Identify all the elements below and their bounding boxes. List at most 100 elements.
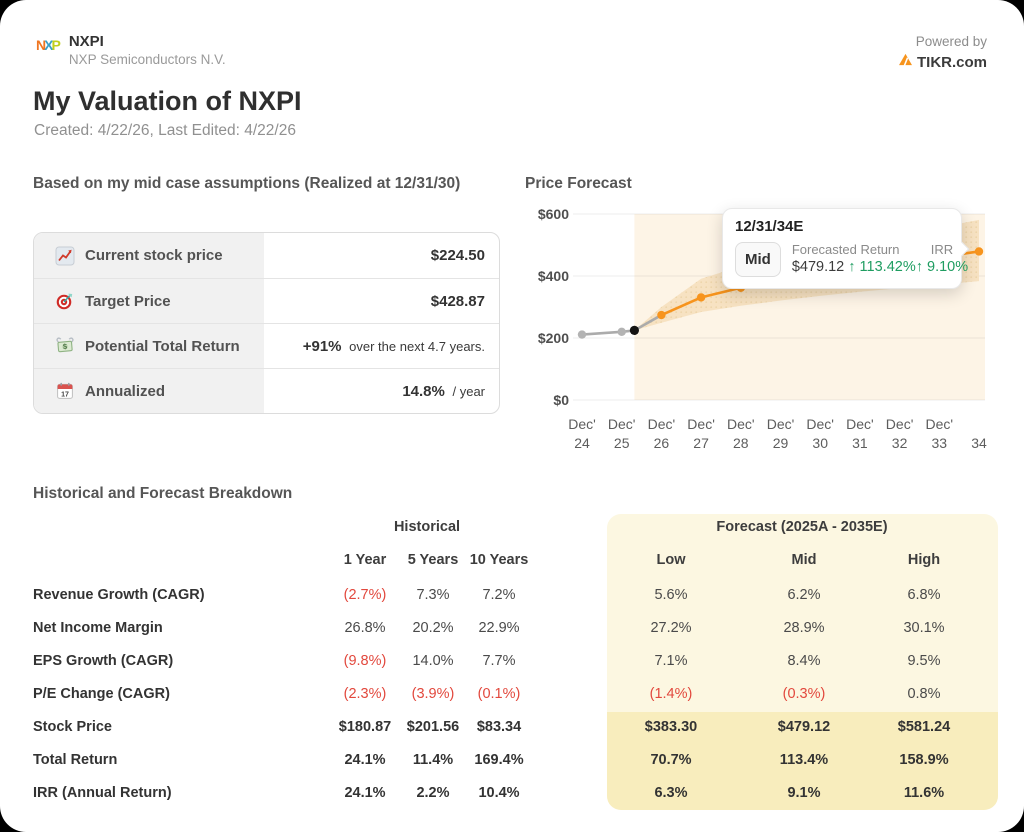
forecast-value: 0.8% [907, 686, 941, 702]
summary-row-label: Potential Total Return [85, 337, 240, 355]
forecast-value: $479.12 [777, 719, 831, 735]
forecast-value: 6.8% [907, 587, 941, 603]
summary-row: 17 Annualized 14.8% / year [34, 368, 499, 413]
summary-row-value: +91% [302, 337, 342, 355]
forecast-col-header: High [907, 552, 941, 568]
historical-value: 20.2% [412, 620, 454, 636]
svg-text:Dec': Dec' [568, 416, 596, 432]
forecast-col-header: Low [656, 552, 686, 568]
historical-value: 2.2% [416, 785, 450, 801]
ticker-symbol: NXPI [68, 33, 104, 50]
historical-value: $83.34 [476, 719, 522, 735]
historical-col-header: 5 Years [407, 552, 459, 568]
historical-value: 24.1% [344, 752, 386, 768]
historical-value: 26.8% [344, 620, 386, 636]
forecast-value: 113.4% [779, 752, 829, 768]
summary-row-label: Target Price [85, 292, 171, 310]
historical-value: 169.4% [474, 752, 524, 768]
historical-value: 7.7% [482, 653, 516, 669]
svg-text:29: 29 [773, 435, 789, 451]
forecast-value: 27.2% [650, 620, 692, 636]
created-edited-meta: Created: 4/22/26, Last Edited: 4/22/26 [34, 122, 296, 139]
historical-value: (0.1%) [477, 686, 521, 702]
breakdown-row: Stock Price $180.87 $201.56 $83.34 $383.30 $4… [33, 716, 1000, 738]
historical-value: $201.56 [406, 719, 460, 735]
forecast-value: 9.1% [787, 785, 821, 801]
svg-text:Dec': Dec' [608, 416, 636, 432]
svg-text:$200: $200 [538, 330, 569, 346]
forecast-value: (0.3%) [782, 686, 826, 702]
summary-row: Target Price $428.87 [34, 278, 499, 323]
tooltip-return-value: $479.12 ↑ 113.42% [791, 259, 916, 275]
summary-row-value: $224.50 [430, 247, 485, 264]
tooltip-date: 12/31/34E [735, 218, 804, 235]
svg-text:$0: $0 [553, 392, 569, 408]
svg-text:33: 33 [932, 435, 948, 451]
price-forecast-chart[interactable]: $0 $200 $400 $600 Dec' 24 Dec' 25 Dec' 26 Dec' 27 De… [525, 196, 1003, 454]
svg-text:28: 28 [733, 435, 749, 451]
historical-value: (2.7%) [343, 587, 387, 603]
svg-text:Dec': Dec' [767, 416, 795, 432]
breakdown-row-label: Net Income Margin [33, 620, 163, 636]
summary-row-value: 14.8% [402, 382, 445, 400]
forecast-value: 7.1% [654, 653, 688, 669]
summary-row-suffix: over the next 4.7 years. [345, 338, 485, 354]
tooltip-return-change: ↑ 113.42% [848, 259, 916, 275]
svg-text:31: 31 [852, 435, 868, 451]
summary-row: $ Potential Total Return +91% over the nex… [34, 323, 499, 368]
money-with-wings-icon: $ [55, 336, 75, 356]
historical-value: 7.3% [416, 587, 450, 603]
svg-text:Dec': Dec' [846, 416, 874, 432]
historical-value: 14.0% [412, 653, 454, 669]
breakdown-row-label: EPS Growth (CAGR) [33, 653, 174, 669]
forecast-value: 30.1% [903, 620, 945, 636]
powered-by: Powered by TIKR.com [898, 33, 987, 71]
tikr-brand-link[interactable]: TIKR.com [898, 53, 987, 71]
forecast-value: 28.9% [783, 620, 825, 636]
price-forecast-heading: Price Forecast [525, 175, 632, 192]
historical-header: Historical [393, 519, 461, 535]
tooltip-case-badge: Mid [735, 242, 781, 277]
svg-text:Dec': Dec' [926, 416, 954, 432]
historical-value: (9.8%) [343, 653, 387, 669]
tooltip-irr-label: IRR [930, 242, 954, 257]
forecast-header: Forecast (2025A - 2035E) [716, 519, 888, 535]
forecast-value: 9.5% [907, 653, 941, 669]
company-name: NXP Semiconductors N.V. [68, 52, 226, 67]
summary-row-value: $428.87 [430, 292, 485, 310]
historical-value: 22.9% [478, 620, 520, 636]
svg-text:$: $ [63, 342, 69, 351]
breakdown-row: EPS Growth (CAGR) (9.8%) 14.0% 7.7% 7.1% 8.4%… [33, 650, 1000, 672]
svg-text:Dec': Dec' [648, 416, 676, 432]
powered-by-label: Powered by [915, 34, 987, 49]
breakdown-row-label: Total Return [33, 752, 118, 768]
svg-text:34: 34 [971, 435, 987, 451]
forecast-value: 158.9% [899, 752, 949, 768]
svg-text:17: 17 [61, 392, 69, 399]
breakdown-row-label: IRR (Annual Return) [33, 785, 172, 801]
svg-text:$400: $400 [538, 268, 569, 284]
historical-value: 24.1% [344, 785, 386, 801]
summary-row-label: Annualized [85, 382, 166, 400]
breakdown-row: Net Income Margin 26.8% 20.2% 22.9% 27.2% 28.… [33, 617, 1000, 639]
svg-text:$600: $600 [538, 206, 569, 222]
summary-row-suffix: / year [448, 383, 485, 399]
breakdown-row: IRR (Annual Return) 24.1% 2.2% 10.4% 6.3% 9.1… [33, 782, 1000, 804]
target-icon [55, 291, 75, 311]
summary-row-label: Current stock price [85, 247, 223, 264]
breakdown-row: Total Return 24.1% 11.4% 169.4% 70.7% 113.4% 1… [33, 749, 1000, 771]
historical-value: (3.9%) [411, 686, 455, 702]
historical-value: 7.2% [482, 587, 516, 603]
forecast-value: 11.6% [903, 785, 945, 801]
svg-text:27: 27 [693, 435, 709, 451]
svg-text:30: 30 [812, 435, 828, 451]
svg-text:Dec': Dec' [806, 416, 834, 432]
breakdown-table: Historical Forecast (2025A - 2035E) 1 Ye… [33, 505, 1000, 817]
tooltip-return-label: Forecasted Return [791, 242, 900, 257]
forecast-value: 6.3% [654, 785, 688, 801]
svg-text:32: 32 [892, 435, 908, 451]
chart-increasing-icon [55, 246, 75, 266]
